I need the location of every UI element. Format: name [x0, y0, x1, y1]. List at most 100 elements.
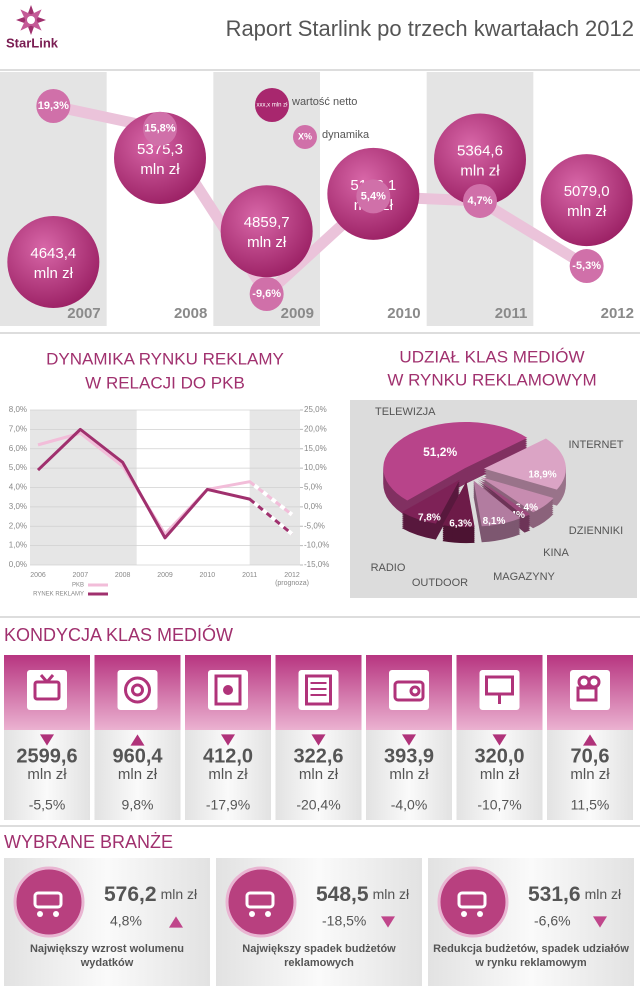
card-change: -4,0% [391, 797, 428, 813]
icon-shape [393, 680, 425, 702]
chart-title: W RYNKU REKLAMOWYM [387, 370, 596, 389]
legend-swatch [293, 125, 317, 149]
x-tick-label: 2007 [73, 572, 89, 579]
card-change: 9,8% [122, 797, 154, 813]
icon-box [117, 670, 158, 710]
y-tick-label: 8,0% [9, 405, 27, 414]
caption-box: Redukcja budżetów, spadek udziałów w ryn… [433, 943, 629, 969]
slice-name: KINA [543, 547, 569, 559]
legend-label: RYNEK REKLAMY [33, 592, 84, 598]
x-tick-label: 2012 [601, 305, 634, 322]
value-label: 4643,4 [30, 245, 76, 262]
card-value: 322,6 [293, 745, 343, 767]
y-tick-label: 6,0% [9, 444, 27, 453]
slice-name: DZIENNIKI [569, 525, 623, 537]
industry-change: -6,6% [534, 913, 571, 929]
legend-swatch [255, 88, 289, 122]
legend-label: PKB [72, 583, 84, 589]
card-value: 960,4 [112, 745, 163, 767]
y-tick-label: 3,0% [9, 502, 27, 511]
caption-box: Największy spadek budżetów reklamowych [242, 943, 395, 969]
card-unit: mln zł [27, 766, 67, 783]
logo: StarLink [6, 35, 59, 50]
card-unit: mln zł [299, 766, 339, 783]
logo-mark [16, 5, 46, 35]
dynamics-bubble [249, 277, 284, 311]
icon-box [27, 670, 67, 710]
icon-shape [214, 674, 242, 706]
chart-title: UDZIAŁ KLAS MEDIÓW [399, 347, 584, 366]
legend-label: dynamika [322, 129, 370, 141]
trend-arrow [169, 916, 183, 928]
card-unit: mln zł [118, 766, 158, 783]
industry-value: 576,2 mln zł [104, 883, 198, 906]
y2-tick-label: 5,0% [304, 483, 322, 492]
slice-value: 51,2% [423, 445, 457, 459]
industry-caption: Redukcja budżetów, spadek udziałów w ryn… [433, 943, 629, 969]
value-bubble [540, 154, 633, 247]
industry-card: 531,6 mln zł -6,6% Redukcja budżetów, spade… [428, 858, 634, 986]
forecast-dash [248, 480, 294, 517]
section-title: WYBRANE BRANŻE [4, 832, 173, 852]
slice-name: INTERNET [569, 439, 624, 451]
value-unit: mln zł [373, 886, 410, 902]
industry-value: 531,6 mln zł [528, 883, 622, 906]
value-unit: mln zł [140, 161, 180, 178]
icon-shape [37, 911, 43, 917]
icon-circle [437, 866, 509, 938]
slice-value: 7,8% [418, 513, 441, 524]
pie-slice [442, 481, 475, 528]
icon-shape [245, 891, 275, 909]
icon-shape [457, 891, 487, 909]
x-tick-label: 2011 [495, 305, 528, 322]
value-bubble [7, 216, 100, 308]
y2-tick-label: -5,0% [304, 521, 325, 530]
dynamics-bubble [36, 89, 71, 123]
y-tick-label: 4,0% [9, 483, 27, 492]
y2-tick-label: 15,0% [304, 444, 327, 453]
legend-label: wartość netto [291, 96, 357, 108]
industry-card: 576,2 mln zł 4,8% Największy wzrost wolumen… [4, 858, 210, 986]
trend-arrow [381, 916, 395, 928]
series-line [37, 431, 293, 536]
icon-shape [131, 683, 144, 697]
industry-change: -18,5% [322, 913, 366, 929]
slice-name: OUTDOOR [412, 577, 468, 589]
pie-slice [483, 438, 566, 490]
card-change: -17,9% [206, 797, 250, 813]
icon-circle [225, 866, 297, 938]
value-unit: mln zł [161, 886, 198, 902]
icon-shape [223, 685, 233, 695]
pie-slice [401, 479, 460, 524]
x-tick-label: 2006 [30, 572, 46, 579]
card-unit: mln zł [208, 766, 248, 783]
slice-value: 6,3% [449, 519, 472, 530]
pie-slice [473, 480, 521, 527]
x-note: (prognoza) [275, 580, 309, 587]
icon-shape [576, 686, 598, 702]
card-change: -20,4% [296, 797, 340, 813]
dynamics-label: 19,3% [38, 100, 69, 112]
series-line [36, 427, 293, 540]
card-unit: mln zł [389, 766, 429, 783]
y2-tick-label: -10,0% [304, 541, 329, 550]
trend-arrow [130, 734, 145, 746]
legend-sample: xxx,x mln zł [256, 103, 288, 109]
icon-shape [477, 911, 483, 917]
dynamics-bubble [143, 111, 177, 146]
x-tick-label: 2009 [157, 572, 173, 579]
value-number: 531,6 [528, 883, 581, 906]
card-change: 11,5% [571, 797, 610, 813]
x-tick-label: 2011 [242, 572, 257, 579]
value-bubble [114, 112, 206, 204]
card-change: -10,7% [477, 797, 521, 813]
card-value: 393,9 [384, 745, 434, 767]
trend-arrow [402, 734, 416, 746]
icon-box [570, 670, 610, 710]
x-tick-label: 2010 [387, 305, 420, 322]
